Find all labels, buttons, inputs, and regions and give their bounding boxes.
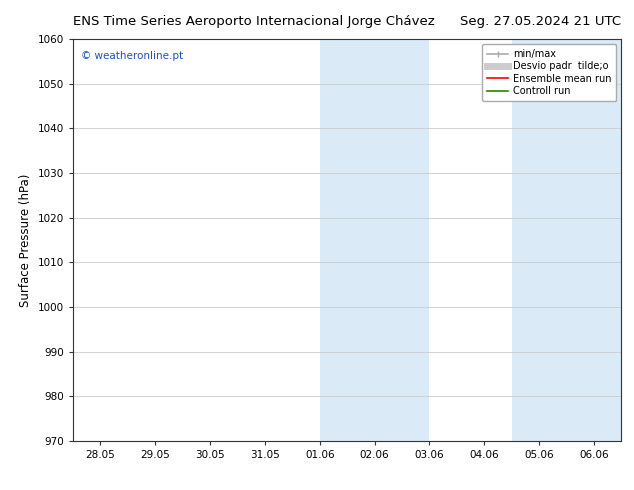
Legend: min/max, Desvio padr  tilde;o, Ensemble mean run, Controll run: min/max, Desvio padr tilde;o, Ensemble m…	[482, 44, 616, 101]
Text: Seg. 27.05.2024 21 UTC: Seg. 27.05.2024 21 UTC	[460, 15, 621, 28]
Text: ENS Time Series Aeroporto Internacional Jorge Chávez: ENS Time Series Aeroporto Internacional …	[73, 15, 435, 28]
Y-axis label: Surface Pressure (hPa): Surface Pressure (hPa)	[19, 173, 32, 307]
Text: © weatheronline.pt: © weatheronline.pt	[81, 51, 183, 61]
Bar	[320, 39, 429, 441]
Bar	[512, 39, 621, 441]
